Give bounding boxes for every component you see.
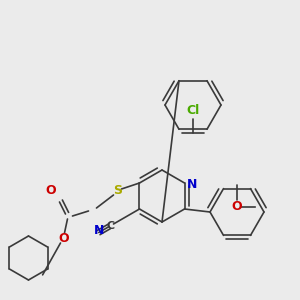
Text: N: N bbox=[187, 178, 198, 190]
Text: S: S bbox=[113, 184, 122, 197]
Text: C: C bbox=[106, 221, 115, 231]
Text: N: N bbox=[94, 224, 104, 238]
Text: O: O bbox=[58, 232, 69, 244]
Text: O: O bbox=[232, 200, 242, 214]
Text: O: O bbox=[45, 184, 56, 196]
Text: Cl: Cl bbox=[186, 104, 200, 118]
